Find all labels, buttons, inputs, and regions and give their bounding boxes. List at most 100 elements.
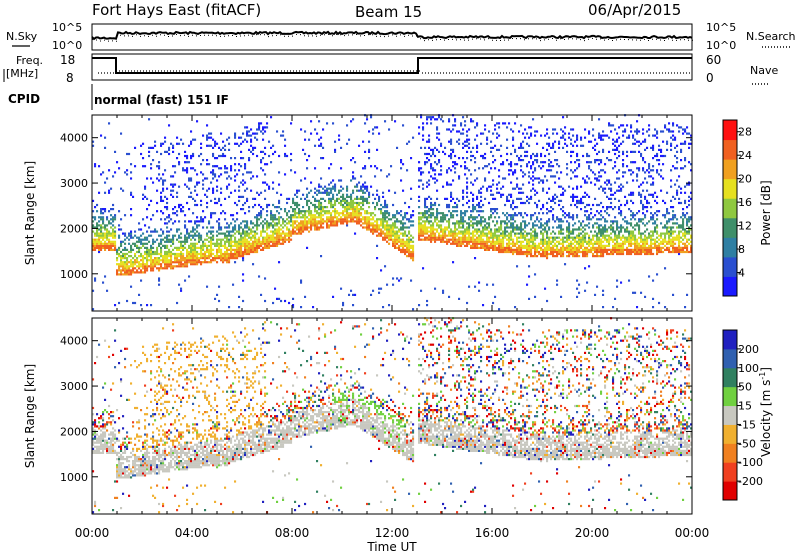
power-cell xyxy=(462,224,465,227)
power-cell xyxy=(330,197,333,200)
power-cell xyxy=(160,197,163,200)
power-cell xyxy=(460,210,463,213)
power-cell xyxy=(348,201,351,205)
power-cell xyxy=(210,242,213,245)
power-cell xyxy=(398,234,401,237)
power-cell xyxy=(280,242,283,245)
power-cell xyxy=(224,255,227,258)
power-cell xyxy=(540,238,543,241)
power-cell xyxy=(96,240,99,243)
power-cell xyxy=(496,187,499,190)
power-cell xyxy=(122,252,125,256)
power-cell xyxy=(284,240,287,243)
power-cell xyxy=(190,195,193,198)
power-cell xyxy=(172,185,175,188)
power-cell xyxy=(408,206,411,209)
power-cell xyxy=(596,250,599,254)
power-cell xyxy=(396,146,399,149)
power-cell xyxy=(592,234,595,237)
power-cell xyxy=(620,183,623,186)
power-cell xyxy=(348,203,351,207)
power-cell xyxy=(124,255,127,258)
power-cell xyxy=(512,201,515,205)
power-cell xyxy=(466,201,469,205)
power-cell xyxy=(192,255,195,258)
power-cell xyxy=(162,179,165,182)
power-cell xyxy=(342,197,345,200)
power-cell xyxy=(476,230,479,233)
power-cell xyxy=(320,197,323,200)
power-cell xyxy=(592,134,595,137)
power-cell xyxy=(424,226,427,229)
power-cell xyxy=(260,242,263,245)
power-cell xyxy=(484,232,487,235)
power-cell xyxy=(300,281,303,284)
power-cell xyxy=(508,163,511,166)
power-cell xyxy=(144,269,147,272)
power-cell xyxy=(268,242,271,245)
power-cell xyxy=(494,128,497,131)
power-cell xyxy=(468,226,471,229)
power-cell xyxy=(342,206,345,209)
power-cell xyxy=(370,218,373,221)
power-cell xyxy=(184,257,187,260)
power-cell xyxy=(186,257,189,260)
power-cell xyxy=(398,238,401,241)
power-cell xyxy=(478,238,481,241)
power-cell xyxy=(498,181,501,184)
power-cell xyxy=(340,189,343,192)
power-cell xyxy=(524,201,527,205)
power-cell xyxy=(458,232,461,235)
power-cell xyxy=(520,226,523,229)
power-cell xyxy=(446,226,449,229)
power-cell xyxy=(228,244,231,247)
power-cell xyxy=(150,199,153,202)
power-cell xyxy=(592,224,595,227)
power-cell xyxy=(474,157,477,160)
power-cell xyxy=(452,165,455,168)
power-cell xyxy=(442,238,445,241)
power-cell xyxy=(282,222,285,225)
power-cell xyxy=(510,232,513,235)
power-cell xyxy=(378,226,381,229)
power-cell xyxy=(310,120,313,123)
power-cell xyxy=(338,220,341,223)
power-cell xyxy=(94,165,97,168)
power-cell xyxy=(346,216,349,219)
power-cell xyxy=(346,201,349,205)
power-cell xyxy=(558,220,561,223)
power-cell xyxy=(626,228,629,231)
power-cell xyxy=(584,289,587,292)
power-cell xyxy=(610,189,613,192)
power-cell xyxy=(206,144,209,147)
power-cell xyxy=(342,187,345,190)
power-cell xyxy=(186,169,189,172)
power-cell xyxy=(346,142,349,145)
power-cell xyxy=(360,206,363,209)
power-cell xyxy=(238,169,241,172)
power-cell xyxy=(234,250,237,254)
power-cell xyxy=(590,240,593,243)
power-cell xyxy=(618,150,621,153)
power-cell xyxy=(592,252,595,256)
power-cell xyxy=(314,222,317,225)
power-cell xyxy=(210,230,213,233)
power-cell xyxy=(506,246,509,249)
power-cell xyxy=(486,136,489,139)
power-cell xyxy=(460,132,463,135)
power-cell xyxy=(614,238,617,241)
power-cell xyxy=(562,187,565,190)
power-cell xyxy=(328,199,331,202)
power-cell xyxy=(426,212,429,215)
power-cell xyxy=(602,244,605,247)
power-cell xyxy=(172,252,175,256)
power-cell xyxy=(112,228,115,231)
power-cell xyxy=(176,255,179,258)
power-cell xyxy=(292,220,295,223)
power-cell xyxy=(622,130,625,133)
power-cell xyxy=(202,218,205,221)
power-cell xyxy=(464,238,467,241)
power-cell xyxy=(440,236,443,239)
power-cell xyxy=(596,285,599,288)
power-cell xyxy=(548,242,551,245)
